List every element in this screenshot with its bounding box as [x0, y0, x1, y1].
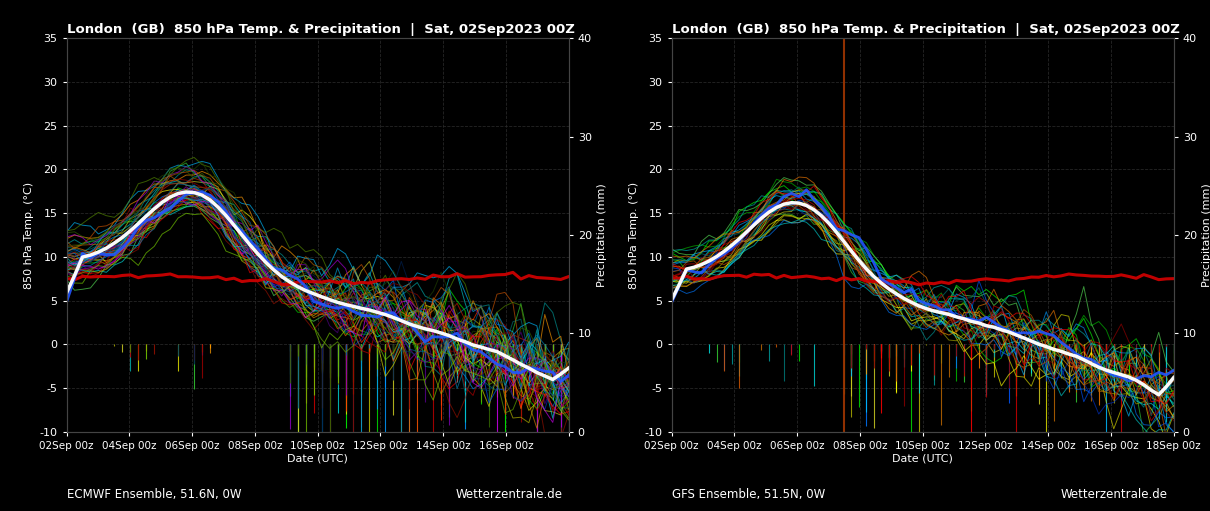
Text: London  (GB)  850 hPa Temp. & Precipitation  |  Sat, 02Sep2023 00Z: London (GB) 850 hPa Temp. & Precipitatio… [67, 23, 575, 36]
Text: ECMWF Ensemble, 51.6N, 0W: ECMWF Ensemble, 51.6N, 0W [67, 488, 241, 501]
X-axis label: Date (UTC): Date (UTC) [892, 454, 953, 463]
Text: London  (GB)  850 hPa Temp. & Precipitation  |  Sat, 02Sep2023 00Z: London (GB) 850 hPa Temp. & Precipitatio… [672, 23, 1180, 36]
Text: Wetterzentrale.de: Wetterzentrale.de [1061, 488, 1168, 501]
Y-axis label: 850 hPa Temp. (°C): 850 hPa Temp. (°C) [629, 181, 639, 289]
X-axis label: Date (UTC): Date (UTC) [287, 454, 348, 463]
Text: GFS Ensemble, 51.5N, 0W: GFS Ensemble, 51.5N, 0W [672, 488, 825, 501]
Y-axis label: Precipitation (mm): Precipitation (mm) [1203, 183, 1210, 287]
Y-axis label: Precipitation (mm): Precipitation (mm) [598, 183, 607, 287]
Text: Wetterzentrale.de: Wetterzentrale.de [456, 488, 563, 501]
Y-axis label: 850 hPa Temp. (°C): 850 hPa Temp. (°C) [24, 181, 34, 289]
